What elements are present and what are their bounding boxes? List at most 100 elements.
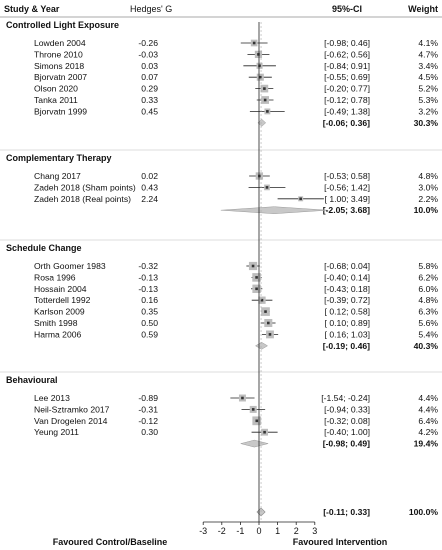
x-axis: -3 -2 -1 0 1 2 3 Favoured Control/Baseline Favou… <box>53 22 388 547</box>
effect-value: -0.89 <box>138 393 158 403</box>
study-name: Totterdell 1992 <box>34 295 91 305</box>
ci-value: [-0.55; 0.69] <box>324 72 370 82</box>
effect-value: 2.24 <box>141 194 158 204</box>
summary-weight: 10.0% <box>414 205 439 215</box>
study-name: Smith 1998 <box>34 318 78 328</box>
point-estimate <box>259 75 262 79</box>
study-name: Bjorvatn 2007 <box>34 72 87 82</box>
header-ci: 95%-CI <box>332 4 362 14</box>
weight-value: 6.4% <box>418 416 438 426</box>
xlabel-left: Favoured Control/Baseline <box>53 537 168 547</box>
summary-weight: 19.4% <box>414 439 439 449</box>
effect-value: 0.30 <box>141 427 158 437</box>
weight-value: 4.2% <box>418 427 438 437</box>
study-name: Simons 2018 <box>34 61 84 71</box>
ci-value: [-0.49; 1.38] <box>324 106 370 116</box>
effect-value: -0.13 <box>138 272 158 282</box>
effect-value: 0.29 <box>141 84 158 94</box>
effect-value: -0.31 <box>138 404 158 414</box>
point-estimate <box>264 310 267 313</box>
ci-value: [ 1.00; 3.49] <box>325 194 370 204</box>
effect-value: 0.59 <box>141 329 158 339</box>
study-name: Chang 2017 <box>34 171 81 181</box>
point-estimate <box>257 53 260 56</box>
point-estimate <box>255 276 258 279</box>
point-estimate <box>258 64 261 68</box>
weight-value: 3.2% <box>418 106 438 116</box>
xlabel-right: Favoured Intervention <box>293 537 388 547</box>
ci-value: [-0.62; 0.56] <box>324 49 370 59</box>
weight-value: 4.8% <box>418 171 438 181</box>
study-name: Lee 2013 <box>34 393 70 403</box>
point-estimate <box>265 186 269 189</box>
study-name: Yeung 2011 <box>34 427 79 437</box>
ci-value: [ 0.16; 1.03] <box>325 329 370 339</box>
axis-tick-label: 3 <box>312 526 317 536</box>
ci-value: [-0.20; 0.77] <box>324 84 370 94</box>
point-estimate <box>241 396 244 400</box>
point-estimate <box>255 287 258 291</box>
weight-value: 4.4% <box>418 393 438 403</box>
group-title: Schedule Change <box>6 243 82 253</box>
header-effect: Hedges' G <box>130 4 172 14</box>
summary-diamond <box>254 342 269 350</box>
ci-value: [-0.32; 0.08] <box>324 416 370 426</box>
point-estimate <box>263 87 266 90</box>
study-name: Hossain 2004 <box>34 284 87 294</box>
summary-ci: [-0.19; 0.46] <box>323 341 370 351</box>
point-estimate <box>299 197 302 201</box>
study-name: Van Drogelen 2014 <box>34 416 108 426</box>
header-study: Study & Year <box>4 4 60 14</box>
study-name: Neil-Sztramko 2017 <box>34 404 110 414</box>
axis-tick-label: -3 <box>199 526 207 536</box>
ci-value: [-0.53; 0.58] <box>324 171 370 181</box>
effect-value: 0.02 <box>141 171 158 181</box>
weight-value: 4.8% <box>418 295 438 305</box>
effect-value: 0.03 <box>141 61 158 71</box>
effect-value: 0.35 <box>141 307 158 317</box>
group-title: Controlled Light Exposure <box>6 20 119 30</box>
study-name: Lowden 2004 <box>34 38 86 48</box>
study-name: Tanka 2011 <box>34 95 78 105</box>
weight-value: 6.3% <box>418 307 438 317</box>
overall-ci: [-0.11; 0.33] <box>323 507 370 517</box>
weight-value: 5.4% <box>418 329 438 339</box>
ci-value: [-0.43; 0.18] <box>324 284 370 294</box>
weight-value: 5.6% <box>418 318 438 328</box>
ci-value: [ 0.10; 0.89] <box>325 318 370 328</box>
point-estimate <box>267 321 270 325</box>
point-estimate <box>260 298 264 302</box>
study-name: Karlson 2009 <box>34 307 85 317</box>
study-name: Harma 2006 <box>34 329 82 339</box>
ci-value: [-0.40; 0.14] <box>324 272 370 282</box>
weight-value: 6.0% <box>418 284 438 294</box>
study-name: Bjorvatn 1999 <box>34 106 87 116</box>
axis-tick-label: -1 <box>236 526 244 536</box>
point-estimate <box>268 333 272 336</box>
point-estimate <box>251 408 255 411</box>
study-name: Zadeh 2018 (Sham points) <box>34 182 136 192</box>
ci-value: [-0.94; 0.33] <box>324 404 370 414</box>
weight-value: 4.1% <box>418 38 438 48</box>
study-name: Zadeh 2018 (Real points) <box>34 194 131 204</box>
summary-ci: [-0.98; 0.49] <box>323 439 370 449</box>
weight-value: 4.5% <box>418 72 438 82</box>
weight-value: 3.0% <box>418 182 438 192</box>
axis-tick-label: -2 <box>218 526 226 536</box>
effect-value: 0.07 <box>141 72 158 82</box>
summary-diamond <box>220 206 328 214</box>
effect-value: 0.45 <box>141 106 158 116</box>
ci-value: [-0.56; 1.42] <box>324 182 370 192</box>
summary-weight: 40.3% <box>414 341 439 351</box>
weight-value: 5.3% <box>418 95 438 105</box>
ci-value: [-0.84; 0.91] <box>324 61 370 71</box>
effect-value: -0.12 <box>138 416 158 426</box>
study-name: Rosa 1996 <box>34 272 76 282</box>
summary-weight: 30.3% <box>414 118 439 128</box>
summary-diamond <box>240 439 269 448</box>
summary-ci: [-0.06; 0.36] <box>323 118 370 128</box>
point-estimate <box>251 264 255 268</box>
group-title: Behavioural <box>6 375 58 385</box>
weight-value: 5.8% <box>418 261 438 271</box>
weight-value: 6.2% <box>418 272 438 282</box>
